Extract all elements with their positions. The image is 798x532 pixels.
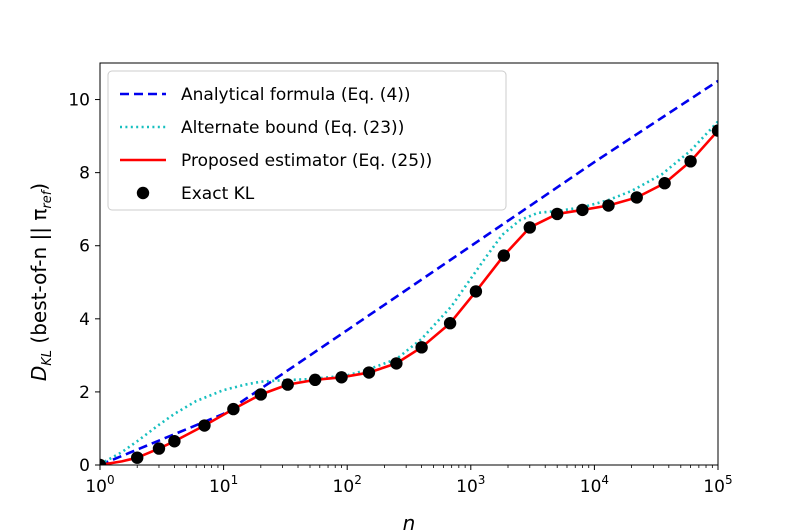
- y-tick-label: 2: [79, 383, 90, 403]
- y-tick-label: 4: [79, 310, 90, 330]
- data-point: [308, 373, 322, 387]
- data-point: [390, 357, 403, 370]
- data-point: [684, 155, 697, 168]
- data-point: [168, 435, 181, 448]
- y-tick-label: 0: [79, 456, 90, 476]
- data-point: [415, 341, 428, 354]
- series-line-0: [100, 79, 718, 465]
- plot-series-group: [100, 79, 718, 465]
- data-point: [335, 371, 348, 384]
- x-tick-label: 105: [703, 473, 732, 497]
- x-tick-label: 101: [209, 473, 238, 497]
- data-point: [658, 177, 671, 190]
- data-point: [254, 388, 268, 401]
- data-point: [497, 249, 511, 262]
- legend-label-3: Exact KL: [181, 184, 255, 204]
- y-axis-label-end: ): [27, 183, 51, 191]
- x-axis-label: n: [403, 511, 416, 532]
- data-point: [602, 199, 615, 212]
- series-line-1: [100, 120, 718, 465]
- data-point: [469, 285, 483, 298]
- data-point: [362, 366, 376, 379]
- y-tick-label: 6: [79, 237, 90, 257]
- data-point: [227, 402, 240, 416]
- legend: Analytical formula (Eq. (4)) Alternate bo…: [107, 70, 507, 211]
- y-tick-label: 8: [79, 164, 90, 184]
- legend-frame: [107, 70, 507, 211]
- x-tick-label: 102: [333, 473, 362, 497]
- legend-marker-3: [136, 186, 150, 200]
- y-axis-label: DKL (best-of-n || πref): [27, 183, 55, 381]
- data-point: [576, 203, 589, 217]
- x-tick-label: 100: [85, 473, 114, 497]
- data-point: [711, 124, 718, 137]
- axes: 0 2 4 6 8 10 100 101 102 103 104 105: [68, 62, 733, 497]
- data-point: [152, 442, 166, 455]
- data-point: [443, 317, 457, 330]
- data-point: [630, 191, 643, 204]
- plot-area: [100, 79, 718, 465]
- data-point: [100, 458, 107, 465]
- legend-label-2: Proposed estimator (Eq. (25)): [181, 151, 432, 171]
- x-tick-label: 103: [456, 473, 485, 497]
- y-axis-label-sub: KL: [40, 350, 55, 366]
- y-axis-label-rest: (best-of-n || π: [27, 209, 51, 350]
- legend-label-0: Analytical formula (Eq. (4)): [181, 85, 411, 105]
- data-point: [131, 451, 144, 464]
- y-tick-label: 10: [68, 91, 90, 111]
- y-axis-label-main: D: [27, 366, 51, 381]
- data-point: [523, 221, 536, 234]
- axes-frame: [99, 62, 719, 466]
- y-axis-label-sub2: ref: [40, 188, 55, 208]
- data-point: [281, 378, 294, 391]
- data-point: [198, 419, 211, 432]
- legend-label-1: Alternate bound (Eq. (23)): [181, 118, 404, 138]
- x-tick-label: 104: [580, 473, 609, 497]
- data-point: [550, 207, 564, 221]
